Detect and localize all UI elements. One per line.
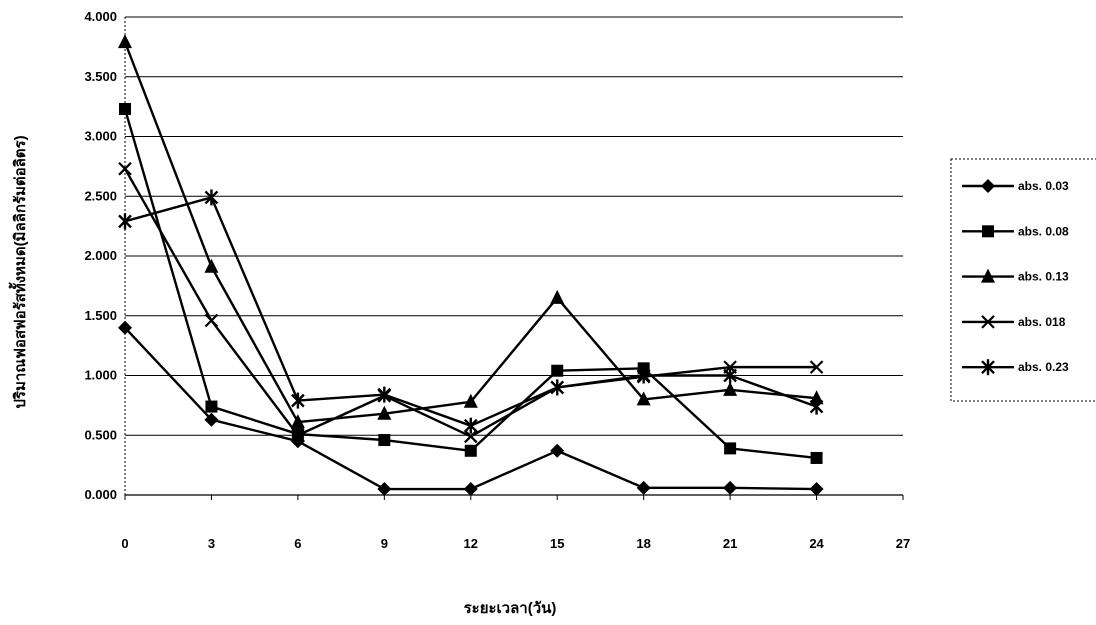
marker-x [809, 360, 824, 374]
marker-x [981, 315, 995, 329]
legend-item: abs. 0.23 [962, 359, 1069, 376]
marker-square [810, 451, 823, 464]
legend-label: abs. 0.08 [1018, 224, 1069, 238]
marker-square [982, 225, 994, 238]
y-tick-label: 2.000 [84, 248, 117, 263]
marker-triangle [118, 34, 132, 49]
marker-star [809, 398, 824, 415]
marker-x [291, 428, 305, 443]
marker-x [463, 429, 478, 444]
legend-box [950, 158, 1096, 402]
series-0 [118, 320, 824, 497]
series-1 [119, 103, 823, 464]
marker-diamond [636, 480, 651, 495]
x-tick-label: 21 [723, 536, 737, 551]
axes [124, 17, 904, 500]
x-tick-label: 0 [121, 536, 128, 551]
x-tick-label: 15 [550, 536, 564, 551]
marker-x [204, 313, 219, 328]
marker-star [463, 417, 478, 434]
marker-star [723, 367, 737, 384]
marker-x-stroke [809, 360, 824, 374]
legend-label: abs. 0.23 [1018, 360, 1069, 374]
marker-star [550, 379, 565, 396]
y-axis-title: ปริมาณฟอสฟอรัสทั้งหมด(มิลลิกรัมต่อลิตร) [8, 135, 29, 408]
x-tick-label: 24 [809, 536, 824, 551]
series-2 [118, 34, 824, 429]
x-tick-label: 9 [381, 536, 388, 551]
axis-titles: ระยะเวลา(วัน) ปริมาณฟอสฟอรัสทั้งหมด(มิลล… [8, 135, 556, 617]
marker-square [378, 434, 391, 447]
marker-square [119, 103, 131, 116]
legend-item: abs. 0.08 [962, 224, 1069, 238]
legend-label: abs. 018 [1018, 315, 1066, 329]
x-tick-label: 27 [896, 536, 910, 551]
y-tick-label: 0.000 [84, 487, 117, 502]
marker-diamond [809, 482, 824, 497]
marker-square [724, 442, 737, 455]
series-4 [118, 189, 824, 434]
series-lines [118, 34, 824, 497]
marker-x-stroke [291, 428, 305, 443]
marker-x-stroke [204, 313, 219, 328]
legend-label: abs. 0.03 [1018, 179, 1069, 193]
marker-triangle [377, 405, 392, 420]
x-tick-label: 12 [464, 536, 478, 551]
y-tick-label: 1.500 [84, 308, 117, 323]
tick-labels: 0.000 0.500 1.000 1.500 2.000 2.500 3.000 3.500… [84, 9, 910, 551]
marker-diamond [550, 443, 565, 458]
marker-x-stroke [981, 315, 995, 329]
marker-diamond [118, 320, 132, 335]
x-axis-title: ระยะเวลา(วัน) [464, 600, 557, 617]
marker-x [118, 161, 132, 176]
series-line [123, 41, 817, 424]
legend-item: abs. 0.03 [962, 179, 1069, 193]
marker-triangle [981, 268, 995, 283]
marker-star [377, 386, 392, 403]
grid-lines [125, 16, 903, 436]
legend-item: abs. 0.13 [962, 268, 1069, 284]
marker-star [636, 367, 651, 384]
marker-diamond [981, 179, 995, 193]
marker-triangle [204, 258, 219, 273]
legend-item: abs. 018 [962, 315, 1066, 329]
y-tick-label: 3.000 [84, 129, 117, 144]
marker-star [204, 189, 219, 206]
series-line [124, 326, 817, 491]
x-tick-label: 3 [208, 536, 215, 551]
legend: abs. 0.03 abs. 0.08 abs. 0.13 abs. 018 abs. … [950, 158, 1096, 402]
y-tick-label: 0.500 [84, 427, 117, 442]
x-tick-label: 6 [294, 536, 301, 551]
marker-square [205, 400, 218, 413]
marker-star [118, 213, 132, 230]
marker-star [291, 392, 305, 409]
marker-diamond [377, 482, 392, 497]
marker-diamond [723, 480, 738, 495]
y-tick-label: 4.000 [84, 9, 117, 24]
y-tick-label: 2.500 [84, 188, 117, 203]
marker-triangle [809, 390, 824, 405]
marker-square [464, 444, 477, 457]
y-tick-label: 1.000 [84, 368, 117, 383]
marker-triangle [723, 381, 738, 396]
marker-triangle [290, 414, 305, 429]
marker-square [551, 364, 564, 377]
marker-triangle [550, 289, 565, 304]
marker-triangle [463, 393, 478, 408]
marker-star [981, 359, 995, 376]
legend-label: abs. 0.13 [1018, 270, 1069, 284]
marker-x-stroke [118, 161, 132, 176]
marker-triangle [636, 391, 651, 406]
y-tick-label: 3.500 [84, 69, 117, 84]
x-tick-label: 18 [636, 536, 650, 551]
marker-x-stroke [463, 429, 478, 444]
marker-diamond [463, 482, 478, 497]
marker-diamond [204, 412, 219, 427]
